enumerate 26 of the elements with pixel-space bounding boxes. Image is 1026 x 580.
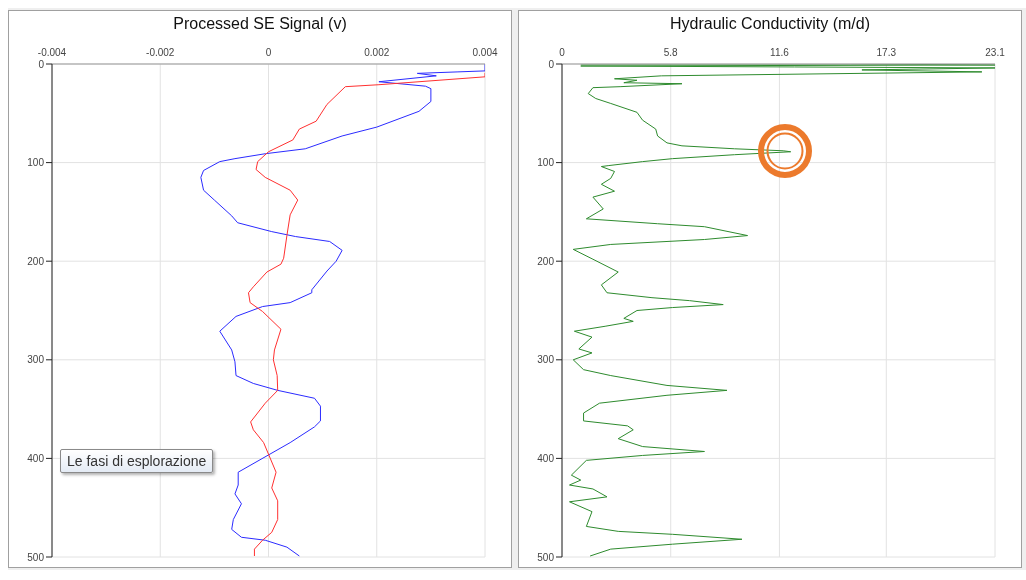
x-tick-label: 11.6 <box>770 47 790 58</box>
y-tick-label: 200 <box>27 255 45 267</box>
y-tick-label: 0 <box>38 58 45 70</box>
x-tick-label: 0 <box>265 47 272 58</box>
y-tick-label: 300 <box>27 354 45 366</box>
x-tick-label: 0.002 <box>364 47 390 58</box>
x-tick-label: -0.004 <box>37 47 67 58</box>
chart-title: Hydraulic Conductivity (m/d) <box>668 14 872 34</box>
line-series <box>247 72 485 557</box>
y-tick-label: 400 <box>27 452 45 464</box>
x-tick-label: 23.1 <box>985 47 1006 58</box>
y-tick-label: 0 <box>548 58 555 70</box>
y-tick-label: 100 <box>537 157 555 169</box>
chart-title: Processed SE Signal (v) <box>172 14 348 34</box>
y-tick-label: 500 <box>537 551 555 563</box>
x-tick-label: 0.004 <box>472 47 498 58</box>
y-tick-label: 400 <box>537 452 555 464</box>
y-tick-label: 200 <box>537 255 555 267</box>
annotation: Le fasi di esplorazione <box>60 448 214 473</box>
x-tick-label: 17.3 <box>876 47 897 58</box>
y-tick-label: 100 <box>27 157 45 169</box>
y-tick-label: 500 <box>27 551 45 563</box>
x-tick-label: 5.8 <box>663 47 679 58</box>
x-tick-label: 0 <box>559 47 566 58</box>
x-tick-label: -0.002 <box>146 47 175 58</box>
y-tick-label: 300 <box>537 354 555 366</box>
